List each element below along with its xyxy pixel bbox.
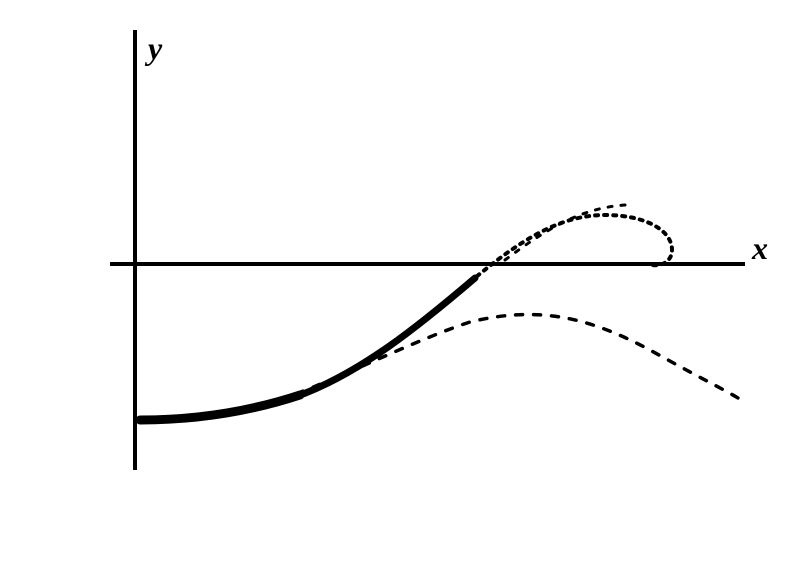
sketch-plot: y x [0,0,811,561]
y-axis-label: y [148,30,162,67]
main-curve-thick [140,395,300,420]
x-axis-label: x [752,230,768,267]
plot-svg [0,0,811,561]
branch-curve [245,315,738,410]
main-curve-upper [470,215,672,282]
main-curve-mid [295,278,475,397]
